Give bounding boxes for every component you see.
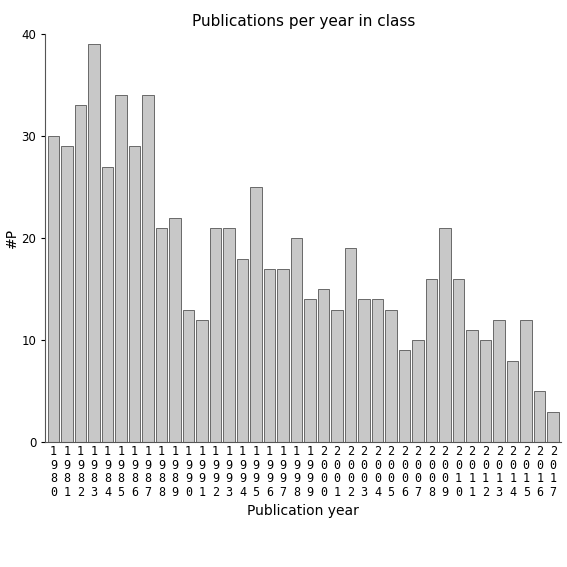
Title: Publications per year in class: Publications per year in class: [192, 14, 415, 29]
Bar: [237, 259, 248, 442]
X-axis label: Publication year: Publication year: [247, 504, 359, 518]
Bar: [412, 340, 424, 442]
Bar: [156, 228, 167, 442]
Bar: [129, 146, 140, 442]
Bar: [480, 340, 492, 442]
Bar: [372, 299, 383, 442]
Bar: [304, 299, 316, 442]
Bar: [548, 412, 559, 442]
Bar: [183, 310, 194, 442]
Bar: [426, 279, 437, 442]
Bar: [264, 269, 276, 442]
Bar: [61, 146, 73, 442]
Bar: [210, 228, 221, 442]
Bar: [534, 391, 545, 442]
Bar: [250, 187, 262, 442]
Bar: [88, 44, 100, 442]
Bar: [115, 95, 127, 442]
Bar: [345, 248, 357, 442]
Bar: [196, 320, 208, 442]
Bar: [493, 320, 505, 442]
Bar: [277, 269, 289, 442]
Bar: [507, 361, 518, 442]
Bar: [358, 299, 370, 442]
Bar: [48, 136, 59, 442]
Bar: [142, 95, 154, 442]
Bar: [75, 105, 86, 442]
Bar: [223, 228, 235, 442]
Bar: [439, 228, 451, 442]
Bar: [291, 238, 302, 442]
Bar: [318, 289, 329, 442]
Bar: [170, 218, 181, 442]
Y-axis label: #P: #P: [5, 228, 19, 248]
Bar: [521, 320, 532, 442]
Bar: [399, 350, 411, 442]
Bar: [101, 167, 113, 442]
Bar: [331, 310, 343, 442]
Bar: [386, 310, 397, 442]
Bar: [453, 279, 464, 442]
Bar: [467, 330, 478, 442]
